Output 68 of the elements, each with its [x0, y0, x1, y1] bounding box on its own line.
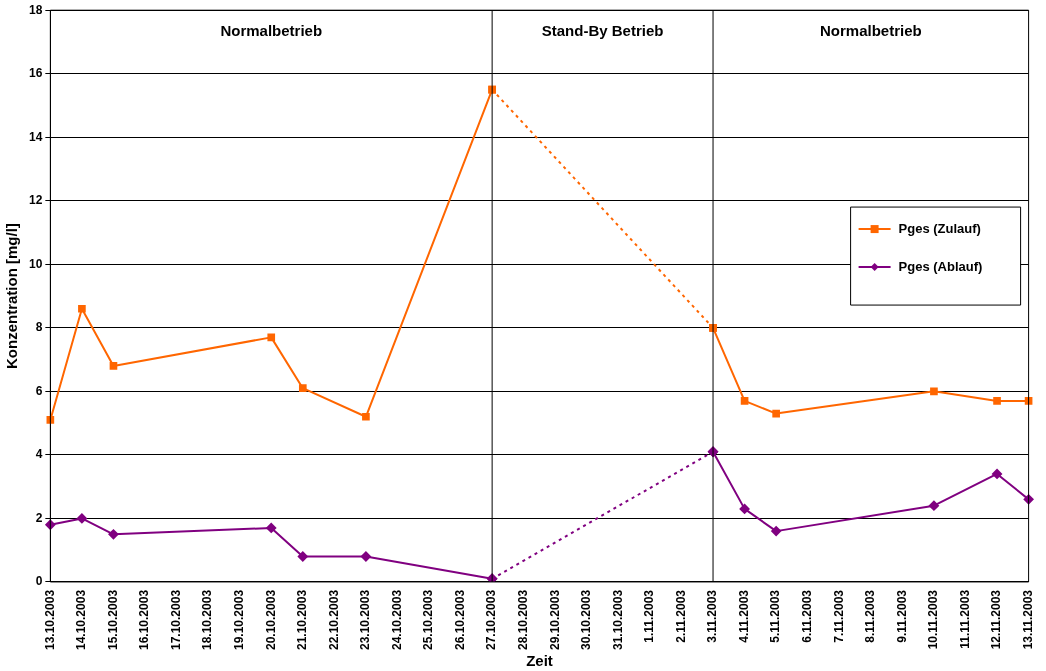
y-tick-label: 12	[28, 193, 43, 208]
x-tick-label: 5.11.2003	[768, 589, 783, 643]
point	[78, 304, 86, 313]
x-tick-label: 24.10.2003	[389, 589, 404, 650]
annotation: Normalbetrieb	[220, 22, 323, 40]
y-tick-label: 14	[28, 129, 43, 144]
x-tick-label: 26.10.2003	[452, 589, 467, 650]
x-tick-label: 15.10.2003	[105, 589, 120, 650]
x-tick-label: 17.10.2003	[168, 589, 183, 650]
x-tick-label: 23.10.2003	[358, 589, 373, 650]
legend-label: Pges (Ablauf)	[898, 258, 983, 274]
x-tick-label: 21.10.2003	[295, 589, 310, 650]
point	[740, 397, 749, 405]
x-tick-label: 28.10.2003	[516, 589, 531, 650]
x-tick-label: 25.10.2003	[421, 589, 436, 650]
point	[362, 412, 370, 421]
x-tick-label: 19.10.2003	[232, 589, 246, 650]
x-tick-label: 2.11.2003	[673, 589, 688, 643]
x-tick-label: 8.11.2003	[863, 589, 878, 643]
y-tick-label: 4	[35, 447, 43, 462]
point	[109, 362, 118, 370]
point	[297, 551, 308, 562]
legend-label: Pges (Zulauf)	[898, 220, 981, 236]
y-axis-title: Konzentration [mg/l]	[3, 223, 21, 369]
x-tick-label: 9.11.2003	[894, 589, 909, 643]
x-tick-label: 16.10.2003	[137, 589, 152, 650]
x-tick-label: 20.10.2003	[263, 589, 278, 650]
x-tick-label: 13.10.2003	[42, 589, 57, 650]
x-tick-label: 6.11.2003	[800, 589, 815, 643]
y-tick-label: 2	[35, 510, 43, 525]
annotation: Stand-By Betrieb	[541, 22, 664, 40]
x-tick-label: 11.11.2003	[957, 589, 972, 649]
point	[772, 409, 780, 418]
annotation: Normalbetrieb	[819, 22, 922, 40]
point	[298, 384, 307, 393]
point	[266, 522, 277, 533]
point	[739, 503, 750, 514]
x-tick-label: 30.10.2003	[579, 589, 594, 650]
y-tick-label: 0	[35, 574, 43, 589]
x-tick-label: 7.11.2003	[831, 589, 846, 643]
x-tick-label: 10.11.2003	[926, 589, 941, 650]
x-tick-label: 29.10.2003	[547, 589, 562, 650]
x-tick-label: 12.11.2003	[989, 589, 1004, 650]
point	[108, 529, 119, 540]
x-tick-label: 13.11.2003	[1020, 589, 1035, 650]
x-tick-label: 31.10.2003	[610, 589, 625, 650]
point	[928, 500, 939, 511]
x-tick-label: 18.10.2003	[200, 589, 215, 650]
x-axis-title: Zeit	[526, 652, 553, 670]
y-tick-label: 18	[28, 2, 43, 17]
y-tick-label: 10	[28, 256, 43, 271]
y-tick-label: 6	[35, 383, 43, 398]
point	[992, 468, 1003, 479]
y-tick-label: 16	[28, 66, 43, 81]
x-tick-label: 14.10.2003	[74, 589, 89, 650]
point	[76, 513, 87, 524]
point	[771, 526, 782, 537]
point	[1023, 494, 1034, 505]
x-tick-label: 1.11.2003	[642, 589, 657, 643]
point	[360, 551, 371, 562]
x-tick-label: 22.10.2003	[326, 589, 341, 650]
x-tick-label: 3.11.2003	[705, 589, 720, 643]
point	[993, 397, 1001, 405]
x-tick-label: 27.10.2003	[484, 589, 499, 650]
point	[930, 387, 938, 396]
y-tick-label: 8	[35, 320, 43, 335]
x-tick-label: 4.11.2003	[736, 589, 751, 643]
point	[267, 333, 276, 342]
